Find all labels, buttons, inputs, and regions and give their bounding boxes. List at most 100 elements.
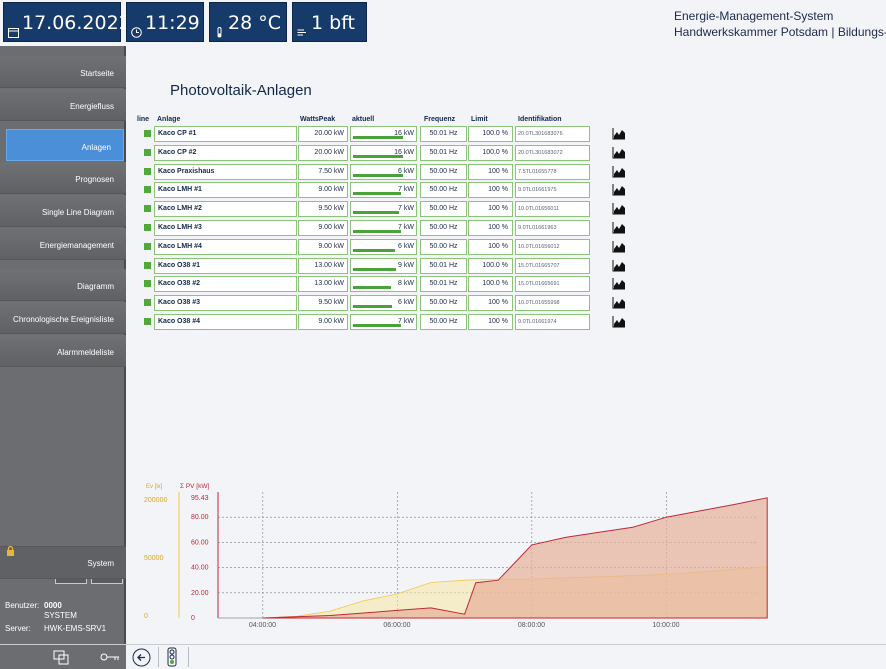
plant-name[interactable]: Kaco CP #1 <box>154 126 297 142</box>
sidebar-item-ereignisliste[interactable]: Chronologische Ereignisliste <box>0 302 126 334</box>
system-button[interactable]: System <box>0 546 126 579</box>
table-row[interactable]: Kaco CP #2 20.00 kW 16 kW 50.01 Hz 100.0 % 20… <box>137 144 632 161</box>
lock-icon <box>7 546 14 556</box>
current-power-value: 8 kW <box>398 280 414 288</box>
plant-name[interactable]: Kaco LMH #1 <box>154 182 297 199</box>
bottom-toolbar <box>0 645 126 669</box>
current-power-value: 9 kW <box>398 261 414 269</box>
identification: 20.0TL301683072 <box>515 144 590 161</box>
status-indicator <box>144 261 151 269</box>
identification: 10.0TL01655998 <box>515 295 590 312</box>
trend-chart-icon[interactable] <box>612 165 626 178</box>
table-row[interactable]: Kaco LMH #3 9.00 kW 7 kW 50.00 Hz 100 % 9.0TL… <box>137 220 632 236</box>
sidebar-item-energiefluss[interactable]: Energiefluss <box>0 89 126 121</box>
watts-peak: 9.50 kW <box>298 295 348 312</box>
sidebar-item-diagramm[interactable]: Diagramm <box>0 269 126 301</box>
plant-name[interactable]: Kaco LMH #4 <box>154 238 297 255</box>
table-row[interactable]: Kaco O38 #4 9.00 kW 7 kW 50.00 Hz 100 % 9.0TL… <box>137 314 632 330</box>
status-indicator <box>144 130 151 137</box>
trend-chart-icon[interactable] <box>612 183 626 196</box>
limit: 100 % <box>468 201 513 218</box>
sidebar-item-prognosen[interactable]: Prognosen <box>0 162 126 194</box>
current-power: 16 kW <box>350 126 417 142</box>
plant-name[interactable]: Kaco CP #2 <box>154 144 297 161</box>
table-row[interactable]: Kaco CP #1 20.00 kW 16 kW 50.01 Hz 100.0 % 20… <box>137 126 632 142</box>
trend-chart-icon[interactable] <box>612 146 626 159</box>
frequency: 50.00 Hz <box>420 238 467 255</box>
table-row[interactable]: Kaco O38 #2 13.00 kW 8 kW 50.01 Hz 100.0 % 15… <box>137 276 632 293</box>
trend-chart-icon[interactable] <box>612 277 626 290</box>
watts-peak: 13.00 kW <box>298 276 348 293</box>
monitor-icon[interactable] <box>53 650 69 665</box>
trend-chart-icon[interactable] <box>612 202 626 215</box>
trend-chart-icon[interactable] <box>612 315 626 328</box>
plant-name[interactable]: Kaco LMH #2 <box>154 201 297 218</box>
system-subtitle: Handwerkskammer Potsdam | Bildungs- und <box>674 25 886 39</box>
current-power: 7 kW <box>350 314 417 330</box>
user-label: Benutzer: <box>5 601 40 610</box>
user-name: SYSTEM <box>44 611 77 620</box>
watts-peak: 9.00 kW <box>298 314 348 330</box>
current-power-bar <box>353 248 395 252</box>
table-row[interactable]: Kaco O38 #3 9.50 kW 6 kW 50.00 Hz 100 % 10.0T… <box>137 295 632 312</box>
trend-chart-icon[interactable] <box>612 296 626 309</box>
table-row[interactable]: Kaco O38 #1 13.00 kW 9 kW 50.01 Hz 100.0 % 15… <box>137 257 632 274</box>
plant-name[interactable]: Kaco Praxishaus <box>154 163 297 180</box>
table-row[interactable]: Kaco Praxishaus 7.50 kW 6 kW 50.00 Hz 100 % 7… <box>137 163 632 180</box>
x-tick-label: 06:00:00 <box>383 622 410 629</box>
trend-chart-icon[interactable] <box>612 127 626 140</box>
plant-name[interactable]: Kaco O38 #1 <box>154 257 297 274</box>
trend-chart-icon[interactable] <box>612 259 626 272</box>
current-power-bar <box>353 211 399 215</box>
frequency: 50.00 Hz <box>420 201 467 218</box>
table-row[interactable]: Kaco LMH #1 9.00 kW 7 kW 50.00 Hz 100 % 9.0TL… <box>137 182 632 199</box>
sidebar-item-anlagen[interactable]: Anlagen <box>6 129 124 161</box>
plant-name[interactable]: Kaco O38 #2 <box>154 276 297 293</box>
current-power-value: 16 kW <box>394 130 414 137</box>
right-tick-label: 95.43 <box>191 495 209 502</box>
identification: 20.0TL301683076 <box>515 126 590 142</box>
col-header-line: line <box>137 116 150 123</box>
plant-name[interactable]: Kaco LMH #3 <box>154 220 297 236</box>
identification: 9.0TL01661963 <box>515 220 590 236</box>
status-indicator <box>144 148 151 156</box>
date-tile: 17.06.2022 <box>3 2 131 42</box>
user-id: 0000 <box>44 601 62 610</box>
current-power-bar <box>353 286 391 290</box>
trend-chart-icon[interactable] <box>612 240 626 253</box>
table-row[interactable]: Kaco LMH #4 9.00 kW 6 kW 50.00 Hz 100 % 10.0T… <box>137 238 632 255</box>
traffic-light-icon[interactable] <box>167 647 177 667</box>
plant-name[interactable]: Kaco O38 #3 <box>154 295 297 312</box>
sidebar-item-energiemanagement[interactable]: Energiemanagement <box>0 228 126 260</box>
status-indicator <box>144 242 151 250</box>
current-power-value: 7 kW <box>398 186 414 194</box>
bottom-divider <box>188 647 189 667</box>
current-power-bar <box>353 136 403 139</box>
identification: 9.0TL01661974 <box>515 314 590 330</box>
limit: 100 % <box>468 314 513 330</box>
system-title: Energie-Management-System <box>674 9 834 23</box>
current-power-bar <box>353 154 403 158</box>
watts-peak: 13.00 kW <box>298 257 348 274</box>
sidebar-item-single-line-diagram[interactable]: Single Line Diagram <box>0 195 126 227</box>
key-icon[interactable] <box>100 651 120 663</box>
limit: 100.0 % <box>468 144 513 161</box>
current-power-value: 6 kW <box>398 242 414 250</box>
frequency: 50.00 Hz <box>420 295 467 312</box>
trend-chart-icon[interactable] <box>612 221 626 234</box>
sidebar-item-startseite[interactable]: Startseite <box>0 56 126 88</box>
right-tick-label: 80.00 <box>191 514 209 521</box>
table-row[interactable]: Kaco LMH #2 9.50 kW 7 kW 50.00 Hz 100 % 10.0T… <box>137 201 632 218</box>
back-icon[interactable] <box>132 648 151 667</box>
temperature-tile: 28 °C <box>209 2 287 42</box>
plant-name[interactable]: Kaco O38 #4 <box>154 314 297 330</box>
sidebar-item-alarmmeldeliste[interactable]: Alarmmeldeliste <box>0 335 126 367</box>
time-value: 11:29 <box>145 12 200 34</box>
frequency: 50.00 Hz <box>420 163 467 180</box>
limit: 100 % <box>468 238 513 255</box>
limit: 100.0 % <box>468 126 513 142</box>
current-power-bar <box>353 267 396 271</box>
sidebar: Startseite Energiefluss Anlagen Prognose… <box>0 46 126 644</box>
watts-peak: 9.00 kW <box>298 220 348 236</box>
watts-peak: 20.00 kW <box>298 126 348 142</box>
